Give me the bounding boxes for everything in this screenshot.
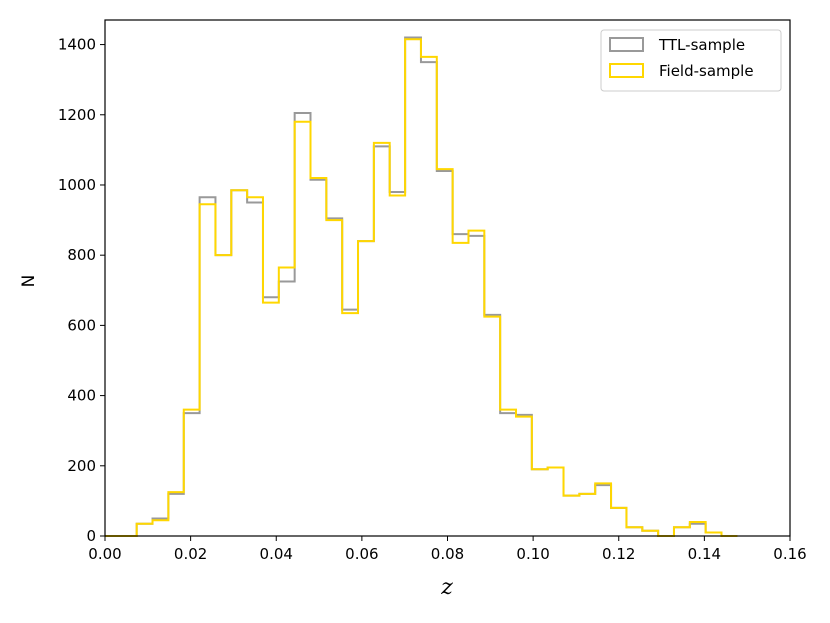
x-tick-label: 0.00 xyxy=(88,545,121,563)
series-layer xyxy=(105,36,738,537)
legend-box xyxy=(600,29,782,92)
x-tick-label: 0.16 xyxy=(773,545,806,563)
x-tick-label: 0.08 xyxy=(431,545,464,563)
y-tick-label: 0 xyxy=(86,527,96,545)
series-line-field-sample xyxy=(105,38,738,537)
axes-layer: 0.00 0.02 0.04 0.06 0.08 0.10 0.12 0.14 0.16 0 200… xyxy=(58,19,807,563)
y-tick-label: 1000 xyxy=(58,176,96,194)
x-tick-label: 0.06 xyxy=(345,545,378,563)
y-tick-label: 400 xyxy=(67,387,96,405)
y-tick-label: 1200 xyxy=(58,106,96,124)
x-tick-label: 0.14 xyxy=(688,545,721,563)
legend-swatch xyxy=(609,63,644,78)
x-tick-label: 0.10 xyxy=(516,545,549,563)
legend-swatch xyxy=(609,37,644,52)
y-tick-label: 600 xyxy=(67,316,96,334)
legend: TTL-sample Field-sample xyxy=(600,29,782,92)
x-tick-label: 0.02 xyxy=(174,545,207,563)
legend-label: TTL-sample xyxy=(658,36,745,54)
x-axis-label: z xyxy=(440,575,453,600)
y-tick-label: 200 xyxy=(67,457,96,475)
y-tick-label: 800 xyxy=(67,246,96,264)
x-tick-label: 0.12 xyxy=(602,545,635,563)
x-tick-label: 0.04 xyxy=(260,545,293,563)
plot-frame xyxy=(104,19,791,537)
y-tick-label: 1400 xyxy=(58,36,96,54)
legend-label: Field-sample xyxy=(659,62,754,80)
y-axis-label: N xyxy=(19,275,39,288)
